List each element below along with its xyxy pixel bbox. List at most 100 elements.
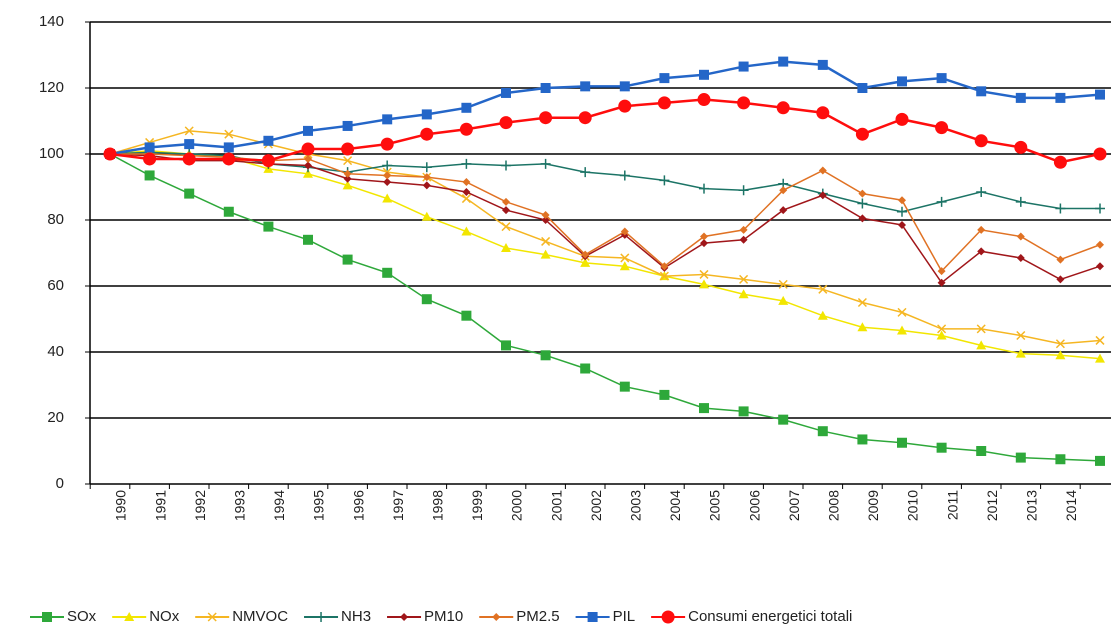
x-tick-label: 1998 (430, 490, 446, 521)
point (976, 324, 986, 334)
x-tick-label: 1996 (350, 490, 366, 521)
line (109, 130, 1101, 345)
series (103, 93, 1107, 169)
x-tick-label: 2008 (826, 490, 842, 521)
point (778, 414, 789, 425)
point (461, 310, 472, 321)
point (779, 206, 788, 215)
point (816, 106, 830, 120)
point (316, 612, 327, 622)
point (1015, 452, 1026, 463)
x-tick-label: 2012 (984, 490, 1000, 521)
point (660, 262, 669, 271)
point (580, 81, 591, 92)
point (977, 247, 986, 256)
point (817, 426, 828, 437)
point (303, 168, 313, 178)
point (620, 253, 630, 263)
point (1095, 203, 1105, 214)
x-tick-label: 2011 (944, 490, 960, 520)
point (699, 403, 709, 414)
point (223, 206, 234, 217)
point (380, 137, 394, 151)
point (700, 232, 708, 241)
point (619, 261, 630, 271)
point (659, 73, 670, 84)
point (103, 147, 117, 161)
series (105, 126, 1105, 349)
line (109, 153, 1101, 462)
point (222, 152, 236, 166)
line (109, 153, 1101, 284)
legend-label: SOx (67, 608, 97, 625)
point (459, 122, 473, 136)
point (1095, 89, 1105, 100)
point (976, 446, 987, 456)
point (817, 310, 828, 320)
point (817, 59, 828, 70)
point (738, 289, 749, 299)
point (976, 86, 987, 97)
point (1015, 92, 1026, 103)
point (422, 181, 431, 190)
point (540, 350, 551, 361)
point (857, 434, 868, 445)
point (1095, 335, 1105, 345)
point (936, 73, 947, 84)
point (343, 169, 352, 178)
point (898, 220, 906, 229)
point (342, 120, 353, 131)
point (739, 274, 749, 284)
point (304, 154, 312, 163)
point (897, 76, 907, 87)
point (501, 160, 511, 171)
x-tick-label: 1990 (113, 490, 129, 521)
x-tick-label: 1994 (271, 490, 287, 521)
y-tick-label: 140 (39, 13, 64, 30)
point (738, 406, 749, 417)
point (936, 442, 947, 453)
point (540, 83, 551, 93)
point (1056, 255, 1065, 264)
point (619, 81, 630, 92)
point (143, 152, 157, 166)
x-tick-label: 2004 (667, 490, 683, 521)
point (1015, 348, 1026, 358)
point (935, 121, 949, 135)
x-tick-label: 2003 (628, 490, 644, 521)
point (936, 330, 947, 340)
point (1093, 147, 1107, 161)
series (106, 150, 1104, 287)
point (124, 612, 135, 621)
point (342, 254, 353, 265)
point (382, 193, 393, 203)
series (105, 145, 1105, 363)
legend-label: PIL (613, 608, 636, 625)
point (501, 87, 511, 98)
point (1016, 253, 1025, 262)
point (184, 188, 195, 199)
point (580, 167, 591, 178)
x-tick-label: 1999 (469, 490, 485, 521)
point (303, 125, 313, 136)
point (383, 171, 392, 180)
point (462, 178, 471, 187)
x-tick-label: 2005 (707, 490, 723, 521)
point (936, 196, 947, 207)
point (699, 269, 709, 279)
point (974, 134, 988, 148)
x-tick-label: 1997 (390, 490, 406, 521)
point (619, 381, 630, 392)
y-tick-label: 80 (47, 211, 64, 228)
point (857, 83, 868, 93)
point (897, 325, 907, 335)
point (421, 162, 432, 173)
point (619, 170, 630, 181)
legend-label: NH3 (341, 608, 371, 625)
point (818, 284, 828, 294)
point (501, 340, 511, 351)
point (857, 297, 867, 308)
y-tick-label: 120 (39, 79, 64, 96)
point (1016, 232, 1025, 241)
y-tick-label: 20 (47, 409, 64, 426)
